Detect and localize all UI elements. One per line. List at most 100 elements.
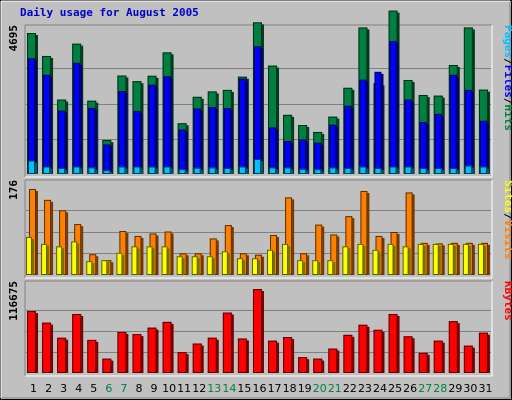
- bar-files-day-24: [374, 71, 384, 174]
- bar-pages-day-1-edge: [28, 160, 35, 175]
- bar-sites-day-8-edge: [131, 246, 138, 275]
- bar-pages-day-30: [464, 165, 474, 174]
- bar-kbytes-day-1-shadow: [36, 313, 38, 373]
- bar-pages-day-29-shadow: [456, 169, 459, 174]
- bar-pages-day-11-edge: [178, 169, 186, 174]
- bar-sites-day-19-fill: [297, 260, 304, 275]
- bar-pages-day-13-shadow: [215, 169, 218, 174]
- bar-sites-day-18: [282, 243, 291, 276]
- bar-kbytes-day-16-edge: [252, 289, 262, 373]
- bar-visits-day-17-shadow: [277, 236, 280, 275]
- bar-pages-day-19-shadow: [306, 170, 309, 174]
- bar-kbytes-day-21: [328, 348, 340, 374]
- bar-kbytes-day-5-edge: [87, 339, 97, 373]
- bar-sites-day-2-edge: [41, 243, 48, 276]
- bar-files-day-16: [253, 46, 263, 175]
- bar-pages-day-9: [148, 166, 158, 175]
- bar-kbytes-day-29-fill: [448, 321, 458, 373]
- bar-kbytes-day-15-edge: [237, 338, 247, 374]
- bar-kbytes-day-21-edge: [328, 348, 338, 374]
- bar-kbytes-day-2-fill: [42, 322, 52, 373]
- bar-kbytes-day-18-fill: [283, 337, 293, 373]
- bar-files-day-31-fill: [479, 120, 487, 174]
- bar-visits-day-8-shadow: [141, 237, 144, 275]
- bar-kbytes-day-25-edge: [388, 313, 398, 373]
- bar-visits-day-5-shadow: [96, 256, 99, 275]
- bar-sites-day-2-shadow: [47, 245, 50, 275]
- bar-pages-day-30-shadow: [471, 167, 474, 174]
- bar-pages-day-17-edge: [269, 167, 277, 175]
- bar-kbytes-day-19-edge: [298, 357, 308, 374]
- bar-sites-day-23-edge: [357, 243, 364, 276]
- bar-visits-day-11-shadow: [186, 255, 189, 275]
- bar-kbytes-day-3-edge: [57, 337, 67, 374]
- bar-files-day-5: [88, 107, 98, 174]
- bar-sites-day-10-edge: [161, 246, 168, 275]
- bar-pages-day-27: [419, 167, 429, 174]
- bar-kbytes-day-19-shadow: [307, 359, 310, 373]
- bar-pages-day-16: [253, 158, 263, 174]
- bar-pages-day-12-edge: [193, 167, 201, 174]
- bar-sites-day-27-shadow: [423, 245, 426, 275]
- bar-sites-day-16-fill: [251, 258, 258, 275]
- bar-sites-day-26-edge: [402, 246, 409, 275]
- bar-pages-day-29-edge: [449, 167, 457, 174]
- bar-kbytes-day-1-edge: [27, 311, 36, 373]
- bar-kbytes-day-26-fill: [403, 336, 413, 373]
- bar-files-day-15-fill: [238, 78, 246, 174]
- bar-sites-day-26: [402, 246, 411, 275]
- bar-sites-day-28-edge: [432, 243, 439, 276]
- bar-kbytes-day-19: [298, 357, 310, 374]
- bar-files-day-29: [449, 74, 459, 174]
- x-label-day-5: 5: [90, 382, 97, 395]
- bar-visits-day-9-shadow: [156, 235, 159, 275]
- bar-sites-day-14-fill: [221, 251, 228, 275]
- bar-sites-day-15-fill: [236, 258, 243, 275]
- bar-kbytes-day-26-edge: [403, 336, 413, 373]
- bar-pages-day-2-shadow: [50, 168, 53, 174]
- bar-kbytes-day-6-fill: [102, 358, 112, 373]
- bar-visits-day-31-shadow: [487, 244, 490, 275]
- bar-pages-day-25-edge: [389, 166, 397, 175]
- legend-item-hits: Hits: [502, 105, 512, 132]
- bar-kbytes-day-19-fill: [298, 357, 308, 373]
- bar-files-day-22: [344, 105, 354, 174]
- bar-files-day-14-shadow: [230, 110, 233, 174]
- bar-files-day-7-fill: [118, 91, 126, 174]
- bar-pages-day-21-fill: [329, 167, 337, 174]
- bar-files-day-13-shadow: [215, 109, 218, 174]
- bar-pages-day-23-edge: [359, 166, 367, 175]
- bar-pages-day-13-edge: [208, 167, 216, 175]
- bar-files-day-12-fill: [193, 108, 201, 174]
- bar-files-day-23-fill: [359, 79, 367, 174]
- bar-pages-day-19: [299, 168, 309, 174]
- bar-sites-day-6-shadow: [107, 262, 110, 275]
- bar-pages-day-26-fill: [404, 166, 412, 174]
- bar-files-day-17: [269, 127, 279, 174]
- bar-sites-day-2: [41, 243, 50, 276]
- bar-pages-day-29-fill: [449, 167, 457, 174]
- bar-files-day-20-shadow: [321, 144, 324, 174]
- bar-kbytes-day-11: [177, 352, 189, 373]
- bar-pages-day-14-edge: [223, 167, 231, 174]
- bar-sites-day-28-fill: [432, 243, 439, 275]
- bar-kbytes-day-4-edge: [72, 313, 82, 373]
- bar-pages-day-10-shadow: [170, 168, 173, 174]
- bar-files-day-28-fill: [434, 113, 442, 174]
- bar-sites-day-8-fill: [131, 246, 138, 275]
- legend-item-files: Files: [502, 65, 512, 98]
- bar-files-day-22-shadow: [351, 107, 354, 174]
- bar-pages-day-8-fill: [133, 166, 141, 174]
- bar-sites-day-14-shadow: [227, 253, 230, 275]
- bar-files-day-27: [419, 122, 429, 175]
- bar-files-day-29-shadow: [456, 76, 459, 174]
- bar-pages-day-22-edge: [344, 167, 352, 174]
- bar-pages-day-7: [118, 166, 128, 175]
- bar-sites-day-10-fill: [161, 246, 168, 275]
- bar-sites-day-29: [447, 243, 456, 276]
- bar-files-day-14-fill: [223, 108, 231, 174]
- bar-kbytes-day-13-shadow: [216, 339, 219, 373]
- x-label-day-22: 22: [343, 382, 357, 395]
- bar-sites-day-26-shadow: [408, 248, 411, 275]
- bar-pages-day-27-fill: [419, 167, 427, 174]
